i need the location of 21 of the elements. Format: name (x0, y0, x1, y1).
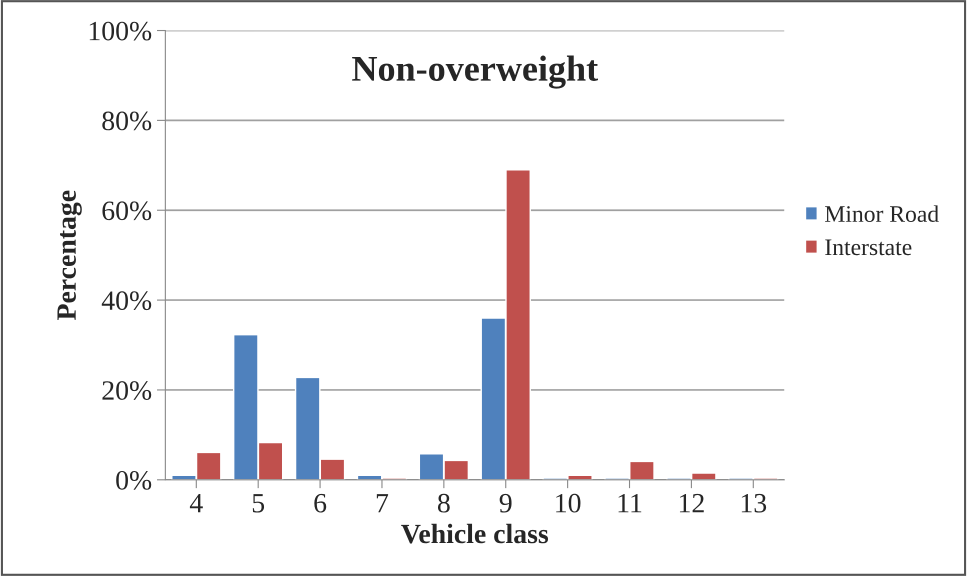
y-tick-label: 40% (102, 291, 152, 310)
x-axis-title: Vehicle class (401, 524, 548, 544)
x-tick-label: 13 (742, 494, 766, 513)
text: Non-overweight (352, 56, 598, 89)
y-tick-label: 80% (102, 112, 152, 130)
y-tick-label: 60% (102, 201, 152, 220)
legend-label: Interstate (825, 240, 912, 256)
x-tick-label: 12 (680, 494, 704, 512)
x-tick-label: 11 (618, 494, 642, 512)
x-tick-label: 9 (500, 494, 512, 513)
legend-label: Minor Road (825, 205, 939, 222)
x-tick-label: 7 (376, 494, 388, 512)
y-tick-label: 100% (90, 22, 152, 41)
x-tick-label: 10 (556, 494, 580, 513)
x-tick-label: 6 (314, 494, 326, 513)
y-tick-label: 20% (102, 381, 152, 400)
x-tick-label: 5 (252, 494, 264, 513)
y-tick-label: 0% (116, 470, 152, 490)
x-tick-label: 8 (438, 494, 450, 513)
y-axis-title: Percentage (57, 190, 82, 320)
x-tick-label: 4 (190, 494, 203, 512)
